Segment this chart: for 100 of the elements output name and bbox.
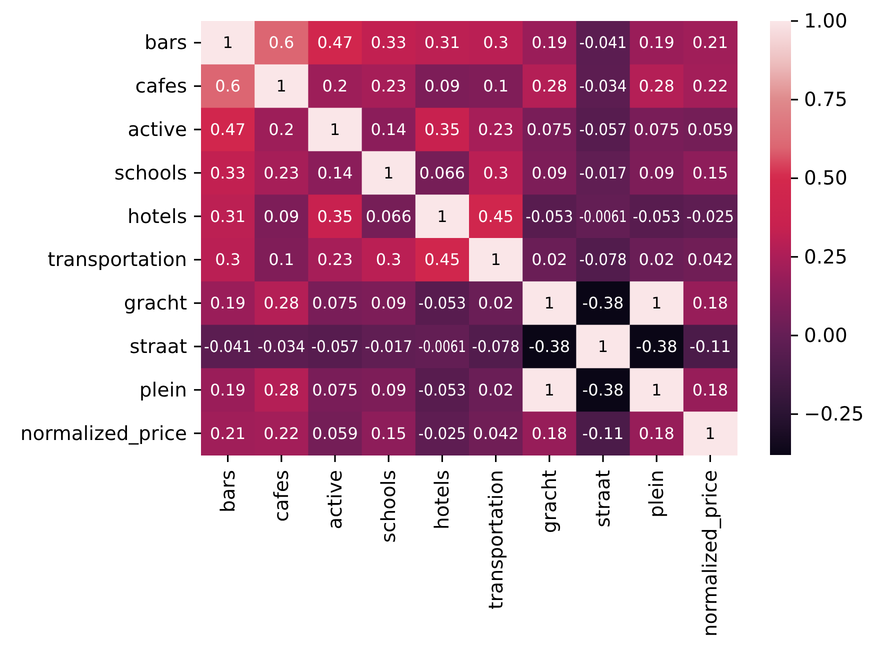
data-label: 0.47 [210,120,246,139]
data-label: 0.28 [638,76,674,96]
y-tick-label: gracht [124,292,188,315]
data-label: 0.1 [483,76,509,96]
data-label: 1 [598,337,608,356]
x-tick-label: cafes [270,470,293,522]
x-tick-label: transportation [484,470,508,610]
data-label: -0.053 [526,206,578,226]
data-label: 0.2 [322,76,348,96]
data-label: 0.075 [526,120,572,139]
data-label: 0.6 [215,76,241,96]
data-label: -0.025 [686,206,738,226]
data-label: 0.14 [317,163,353,182]
y-tick-label: cafes [135,74,187,98]
y-tick-label: normalized_price [20,422,187,445]
y-tick-label: schools [114,161,187,184]
y-tick-label: straat [130,335,188,358]
data-label: 0.31 [424,33,460,52]
data-label: -0.057 [311,337,363,356]
data-label: 0.6 [268,33,294,52]
data-label: 1 [544,294,554,313]
data-label: -0.017 [364,337,416,356]
data-label: 0.02 [532,250,568,270]
data-label: -0.078 [579,250,631,270]
data-label: 1 [490,250,501,270]
data-label: 0.02 [638,250,674,270]
data-label: 0.21 [692,33,728,52]
data-label: 1 [705,424,716,443]
data-label: 0.066 [366,206,412,226]
data-label: -0.11 [689,337,731,356]
data-label: 0.19 [532,33,568,52]
y-tick-label: hotels [127,204,187,228]
data-label: -0.041 [204,337,256,356]
data-label: -0.025 [418,424,470,443]
color-bar-label: 1.00 [804,10,848,32]
data-label: 0.23 [264,163,300,182]
data-label: 1 [384,163,394,182]
x-tick-label: straat [592,470,614,528]
data-label: 0.3 [483,163,509,182]
data-label: 0.3 [215,250,241,270]
data-label: 0.28 [264,294,300,313]
data-label: 0.1 [268,250,294,270]
data-label: 0.22 [692,76,728,96]
data-label: 0.47 [317,33,353,52]
data-label: 0.042 [472,424,519,443]
color-bar-label: 0.75 [804,88,848,112]
data-label: 0.09 [638,163,674,182]
y-tick-label: plein [139,378,187,402]
data-label: 0.2 [268,120,294,139]
color-bar-label: 0.25 [804,245,848,268]
data-label: 0.059 [312,424,358,443]
data-label: -0.38 [582,380,624,400]
data-label: -0.053 [632,206,684,226]
data-label: 0.18 [638,424,674,443]
data-label: 0.21 [210,424,246,443]
y-tick-label: transportation [48,248,187,272]
data-label: 1 [222,33,233,52]
data-label: 0.19 [638,33,674,52]
data-label: 0.09 [264,206,300,226]
x-tick-label: plein [645,470,668,518]
data-label: 1 [652,294,662,313]
data-label: 0.28 [264,380,300,400]
data-label: 0.23 [478,120,514,139]
data-label: 0.3 [483,33,509,52]
data-label: 0.14 [370,120,406,139]
x-tick-label: hotels [430,470,454,530]
data-label: -0.38 [636,337,678,356]
data-label: -0.38 [528,337,570,356]
data-label: 0.23 [317,250,353,270]
data-label: 0.19 [210,380,246,400]
y-tick-label: active [128,118,187,141]
data-label: 0.18 [692,294,728,313]
data-label: -0.053 [418,294,470,313]
data-label: 1 [437,206,448,226]
data-label: 0.09 [370,380,406,400]
data-label: 0.09 [370,294,406,313]
data-label: 0.09 [424,76,460,96]
data-label: 0.09 [532,163,568,182]
data-label: 0.075 [634,120,680,139]
color-bar-label: −0.25 [804,402,864,426]
color-bar-label: 0.50 [804,166,848,190]
data-label: 0.18 [692,380,728,400]
data-label: -0.034 [258,337,310,356]
data-label: 0.31 [210,206,246,226]
x-tick-label: active [324,470,346,530]
data-label: 0.22 [264,424,300,443]
data-label: 0.075 [312,380,358,400]
data-label: 0.02 [478,380,514,400]
data-label: 0.35 [317,206,353,226]
data-label: 1 [276,76,286,96]
data-label: 1 [652,380,662,400]
data-label: -0.017 [579,163,631,182]
x-tick-label: schools [377,470,400,543]
data-label: 0.19 [210,294,246,313]
data-label: 0.18 [532,424,568,443]
data-label: 0.45 [478,206,514,226]
data-label: -0.041 [579,33,631,52]
data-label: 1 [544,380,554,400]
data-label: -0.057 [579,120,631,139]
x-tick-label: gracht [538,470,561,534]
